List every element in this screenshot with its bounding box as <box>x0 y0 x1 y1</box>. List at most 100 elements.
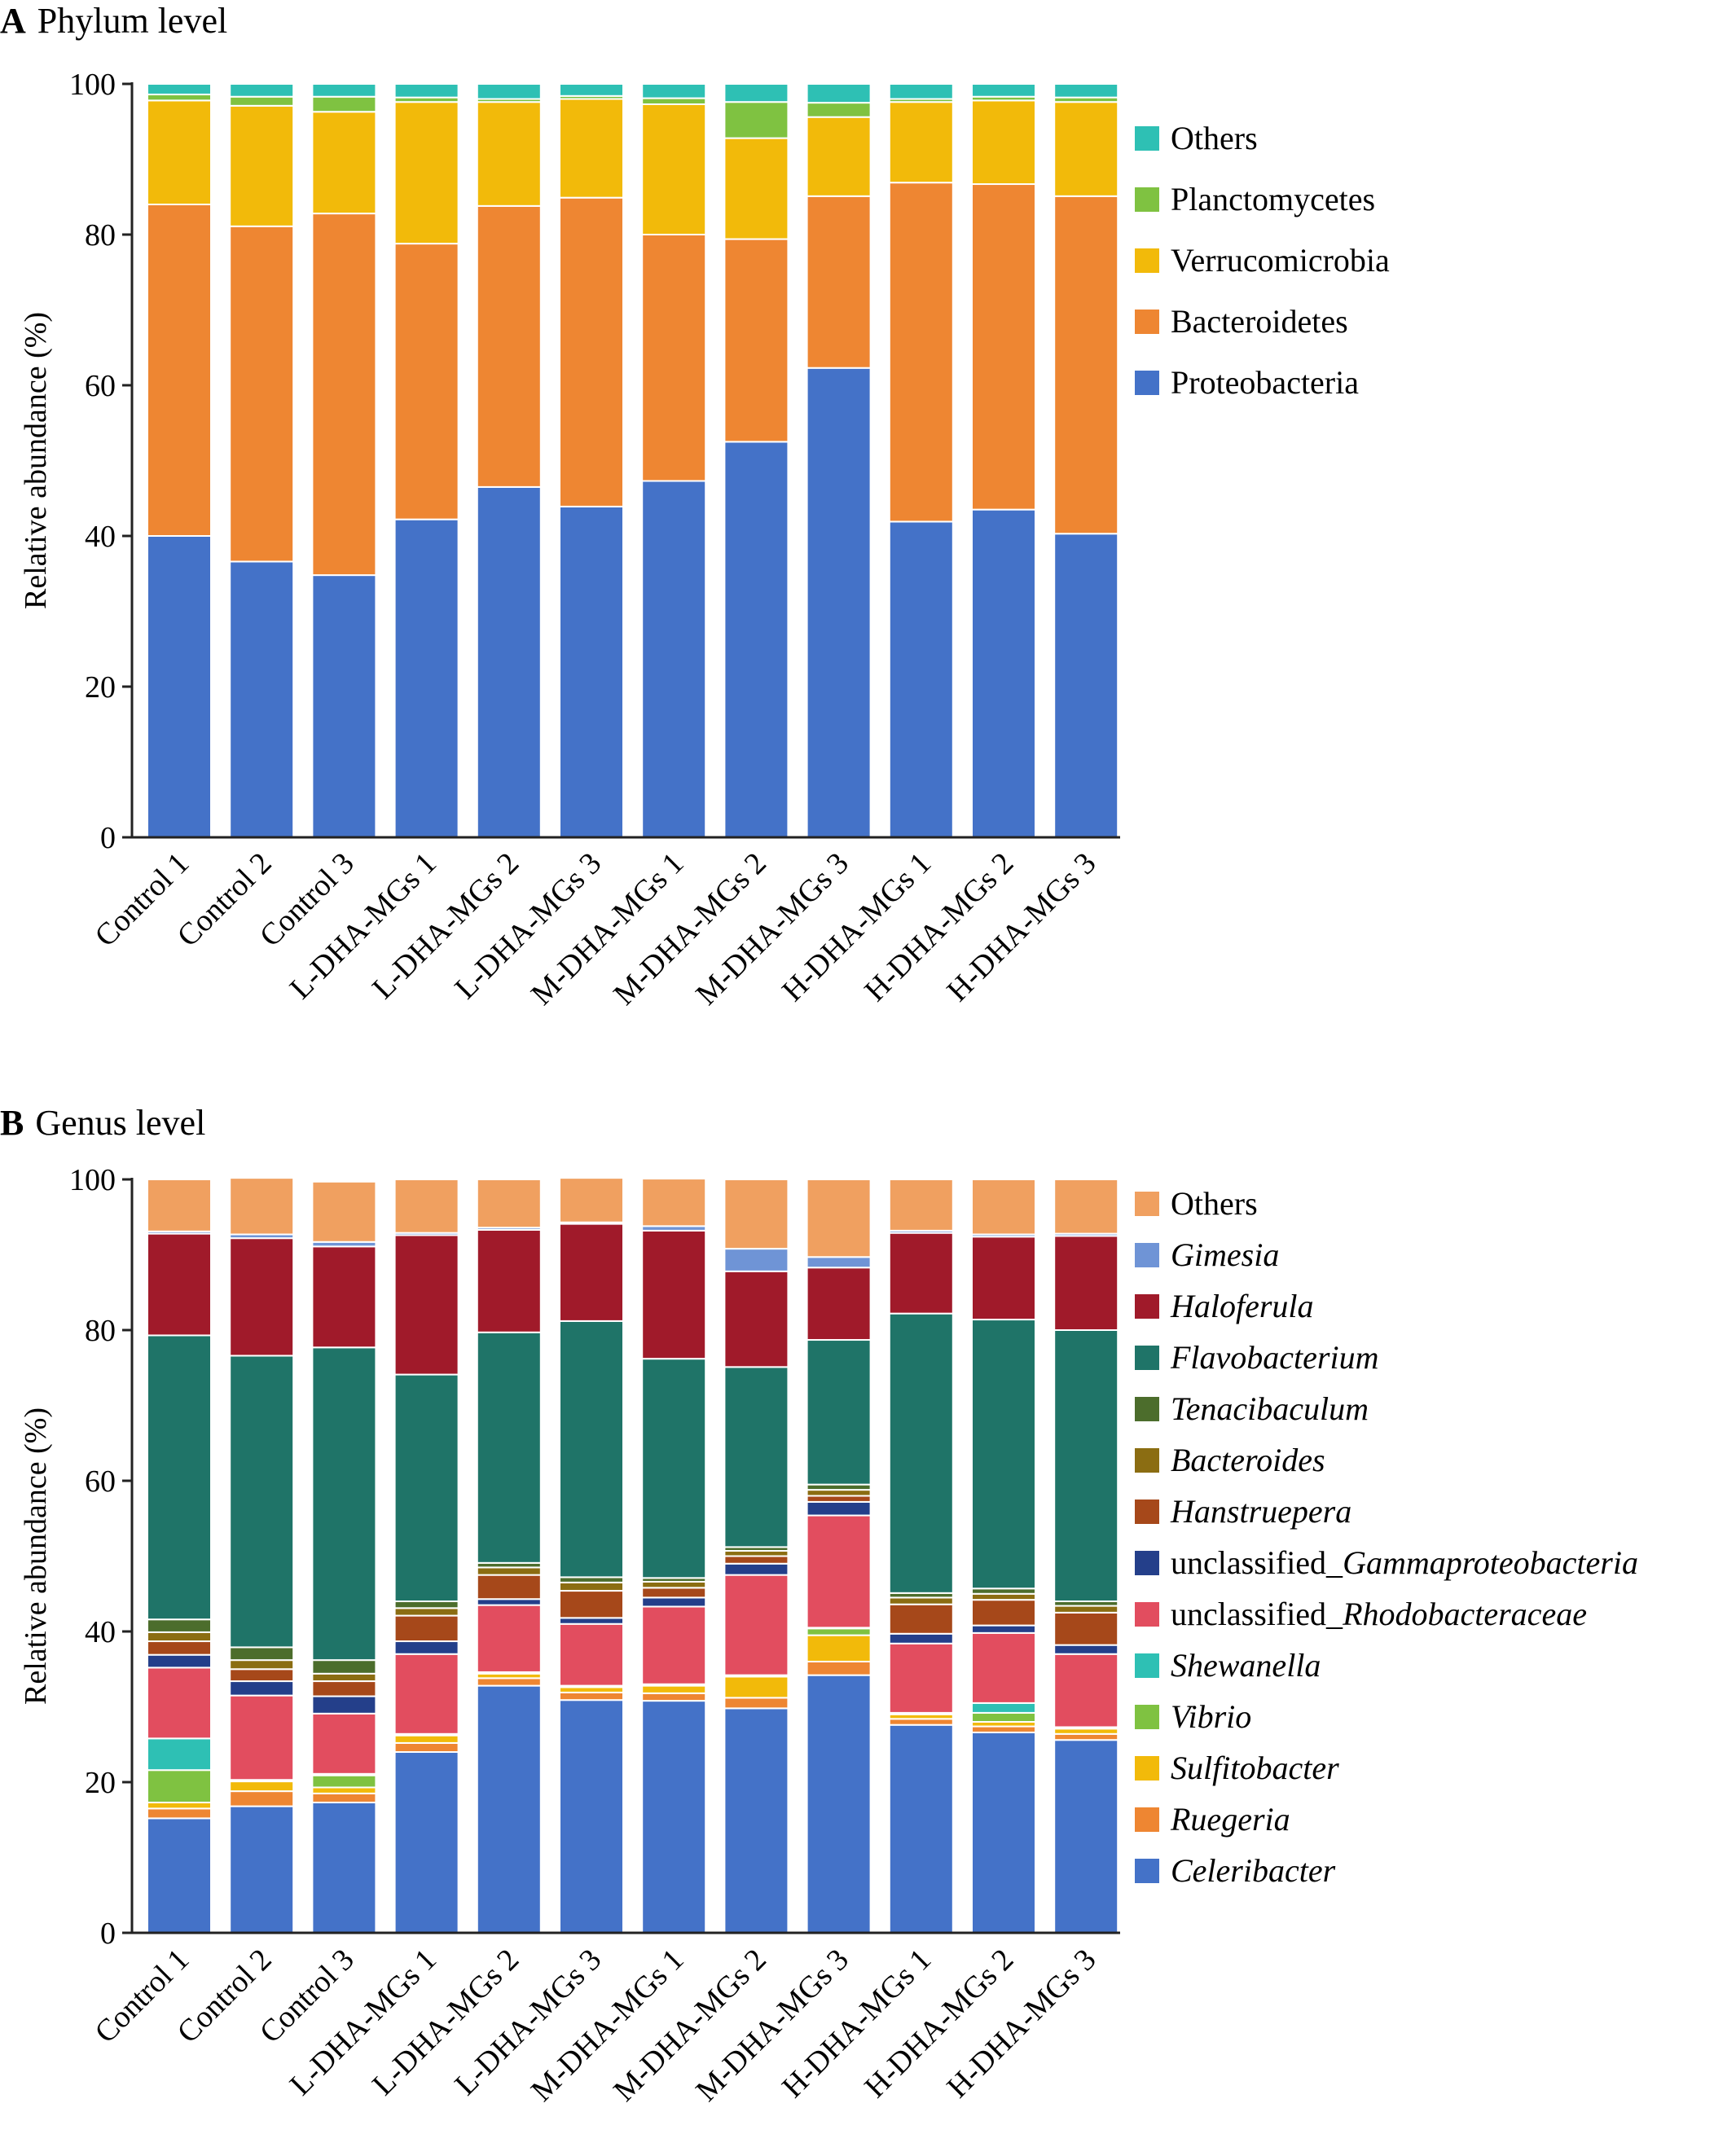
y-tick-label: 80 <box>85 218 116 252</box>
bar-segment: M-DHA-MGs 3 — Gimesia: 1.4 <box>806 1256 872 1269</box>
bar-segment: Control 1 — Ruegeria: 1.3 <box>147 1807 212 1820</box>
bar-segment: M-DHA-MGs 2 — Verrucomicrobia: 13.4 <box>723 137 789 240</box>
bar-segment: L-DHA-MGs 1 — unclassified_Rhodobacterac… <box>393 1653 459 1735</box>
bar-segment: M-DHA-MGs 2 — Hanstruepera: 1 <box>723 1555 789 1565</box>
legend-swatch <box>1135 1859 1159 1883</box>
x-tick-label: L-DHA-MGs 3 <box>448 1943 608 2102</box>
x-tick-label: L-DHA-MGs 2 <box>366 846 525 1006</box>
bar-segment: H-DHA-MGs 2 — Haloferula: 11 <box>971 1236 1036 1321</box>
bar-segment: L-DHA-MGs 1 — Others: 1.8 <box>393 83 459 99</box>
bar-segment: Control 3 — Tenacibaculum: 1.8 <box>311 1659 377 1675</box>
bar-segment: H-DHA-MGs 3 — Others: 7.2 <box>1053 1179 1119 1235</box>
legend-swatch <box>1135 1756 1159 1781</box>
legend-swatch <box>1135 371 1159 395</box>
bar-segment: L-DHA-MGs 1 — Others: 7.1 <box>393 1179 459 1234</box>
bar-segment: Control 3 — Verrucomicrobia: 13.5 <box>311 111 377 215</box>
bar-segment: M-DHA-MGs 3 — Others: 10.3 <box>806 1179 872 1258</box>
legend-swatch <box>1135 248 1159 273</box>
bar-segment: H-DHA-MGs 3 — Flavobacterium: 36 <box>1053 1329 1119 1602</box>
bar-segment: Control 1 — Tenacibaculum: 1.7 <box>147 1618 212 1633</box>
legend-swatch <box>1135 1807 1159 1832</box>
legend-label: Celeribacter <box>1171 1852 1336 1889</box>
y-tick-label: 100 <box>69 1163 116 1197</box>
legend-swatch <box>1135 1346 1159 1370</box>
bar-segment: Control 1 — Others: 6.9 <box>147 1179 212 1232</box>
bar-segment: L-DHA-MGs 2 — Verrucomicrobia: 13.8 <box>476 101 542 207</box>
legend-swatch <box>1135 1192 1159 1216</box>
legend-label: Tenacibaculum <box>1171 1390 1369 1427</box>
legend-label: Shewanella <box>1171 1647 1321 1684</box>
bar-segment: M-DHA-MGs 3 — Flavobacterium: 19.2 <box>806 1339 872 1486</box>
legend-swatch <box>1135 1397 1159 1421</box>
bar-segment: Control 2 — Hanstruepera: 1.6 <box>229 1668 295 1683</box>
bar-segment: Control 2 — unclassified_Gammaproteobact… <box>229 1680 295 1697</box>
bar-segment: H-DHA-MGs 1 — unclassified_Gammaproteoba… <box>888 1632 954 1644</box>
bar-segment: H-DHA-MGs 1 — Others: 6.8 <box>888 1179 954 1232</box>
bar-segment: Control 1 — Sulfitobacter: 0.8 <box>147 1801 212 1810</box>
bar-segment: L-DHA-MGs 2 — Haloferula: 13.6 <box>476 1228 542 1333</box>
bar-segment: L-DHA-MGs 2 — Ruegeria: 1 <box>476 1677 542 1687</box>
y-tick-label: 20 <box>85 670 116 705</box>
bar-segment: Control 2 — Sulfitobacter: 1.3 <box>229 1781 295 1793</box>
legend: Others Gimesia Haloferula Flavobacterium Ten… <box>1135 1185 1638 1889</box>
legend-label: Flavobacterium <box>1170 1339 1379 1376</box>
bar-segment: M-DHA-MGs 2 — Proteobacteria: 52.5 <box>723 441 789 838</box>
bar-segment: M-DHA-MGs 1 — Bacteroides: 0.8 <box>641 1580 707 1589</box>
bar-segment: L-DHA-MGs 3 — Bacteroidetes: 41 <box>559 196 624 507</box>
bar-segment: L-DHA-MGs 2 — Flavobacterium: 30.6 <box>476 1331 542 1564</box>
bar-segment: Control 1 — Bacteroides: 1.2 <box>147 1631 212 1643</box>
bar-segment: Control 2 — Celeribacter: 16.8 <box>229 1805 295 1934</box>
bar-segment: L-DHA-MGs 1 — Sulfitobacter: 1 <box>393 1734 459 1744</box>
bar-segment: M-DHA-MGs 3 — unclassified_Gammaproteoba… <box>806 1500 872 1517</box>
bar-segment: L-DHA-MGs 3 — Others: 5.9 <box>559 1177 624 1223</box>
bar-segment: H-DHA-MGs 2 — Celeribacter: 26.6 <box>971 1731 1036 1934</box>
bar-segment: L-DHA-MGs 2 — Hanstruepera: 3.2 <box>476 1574 542 1601</box>
bar-segment: Control 2 — Planctomycetes: 1.2 <box>229 95 295 107</box>
x-tick-label: H-DHA-MGs 2 <box>858 846 1020 1008</box>
bar-segment: H-DHA-MGs 3 — Bacteroides: 0.9 <box>1053 1605 1119 1614</box>
x-tick-label: L-DHA-MGs 1 <box>283 846 443 1006</box>
bar-segment: H-DHA-MGs 1 — Flavobacterium: 37.1 <box>888 1312 954 1594</box>
x-tick-label: H-DHA-MGs 1 <box>776 1943 938 2105</box>
bar-segment: H-DHA-MGs 2 — Hanstruepera: 3.4 <box>971 1599 1036 1627</box>
bar-segment: L-DHA-MGs 1 — unclassified_Gammaproteoba… <box>393 1640 459 1655</box>
bar-segment: Control 2 — Tenacibaculum: 1.7 <box>229 1646 295 1662</box>
bar-segment: Control 2 — Others: 1.7 <box>229 83 295 98</box>
bar-segment: H-DHA-MGs 1 — Ruegeria: 0.8 <box>888 1718 954 1726</box>
legend-label: Planctomycetes <box>1171 181 1375 217</box>
bar-segment: M-DHA-MGs 2 — Celeribacter: 29.8 <box>723 1707 789 1934</box>
bar-segment: H-DHA-MGs 1 — Bacteroidetes: 45 <box>888 182 954 523</box>
bar-segment: Control 2 — Bacteroidetes: 44.5 <box>229 225 295 563</box>
legend-label: Others <box>1171 120 1258 156</box>
bar-segment: M-DHA-MGs 3 — Bacteroides: 0.8 <box>806 1489 872 1497</box>
bar-segment: M-DHA-MGs 3 — Vibrio: 0.9 <box>806 1627 872 1636</box>
bar-segment: H-DHA-MGs 3 — Bacteroidetes: 44.8 <box>1053 195 1119 535</box>
bar-segment: L-DHA-MGs 2 — Bacteroidetes: 37.3 <box>476 204 542 488</box>
bar-segment: H-DHA-MGs 2 — unclassified_Gammaproteoba… <box>971 1624 1036 1634</box>
bar-segment: M-DHA-MGs 1 — Others: 1.9 <box>641 83 707 99</box>
bar-segment: Control 2 — Others: 7.5 <box>229 1177 295 1236</box>
x-tick-label: L-DHA-MGs 1 <box>283 1943 443 2102</box>
bar-segment: L-DHA-MGs 2 — Proteobacteria: 46.5 <box>476 485 542 838</box>
bar-segment: M-DHA-MGs 3 — Verrucomicrobia: 10.5 <box>806 116 872 197</box>
bar-segment: H-DHA-MGs 2 — Verrucomicrobia: 11.1 <box>971 99 1036 186</box>
bar-segment: M-DHA-MGs 1 — Flavobacterium: 29.1 <box>641 1358 707 1579</box>
legend-swatch <box>1135 1243 1159 1267</box>
bar-segment: L-DHA-MGs 3 — Haloferula: 12.9 <box>559 1223 624 1322</box>
bar-segment: H-DHA-MGs 1 — Hanstruepera: 3.9 <box>888 1603 954 1635</box>
bar-segment: Control 2 — Verrucomicrobia: 16 <box>229 104 295 227</box>
bar-segment: L-DHA-MGs 1 — Proteobacteria: 42.2 <box>393 518 459 839</box>
bar-segment: Control 3 — Celeribacter: 17.3 <box>311 1801 377 1934</box>
panel-title: Genus level <box>35 1103 205 1143</box>
bar-segment: H-DHA-MGs 1 — Haloferula: 10.7 <box>888 1232 954 1315</box>
bar-segment: L-DHA-MGs 3 — unclassified_Rhodobacterac… <box>559 1622 624 1687</box>
bar-segment: M-DHA-MGs 1 — Sulfitobacter: 1 <box>641 1684 707 1694</box>
legend-swatch <box>1135 1551 1159 1575</box>
legend-label: Ruegeria <box>1170 1801 1290 1838</box>
bar-segment: Control 2 — unclassified_Rhodobacteracea… <box>229 1694 295 1781</box>
panel-header: B Genus level <box>0 1103 205 1143</box>
legend-label: Bacteroidetes <box>1171 303 1348 340</box>
legend-swatch <box>1135 310 1159 334</box>
bar-segment: Control 3 — Haloferula: 13.4 <box>311 1245 377 1349</box>
